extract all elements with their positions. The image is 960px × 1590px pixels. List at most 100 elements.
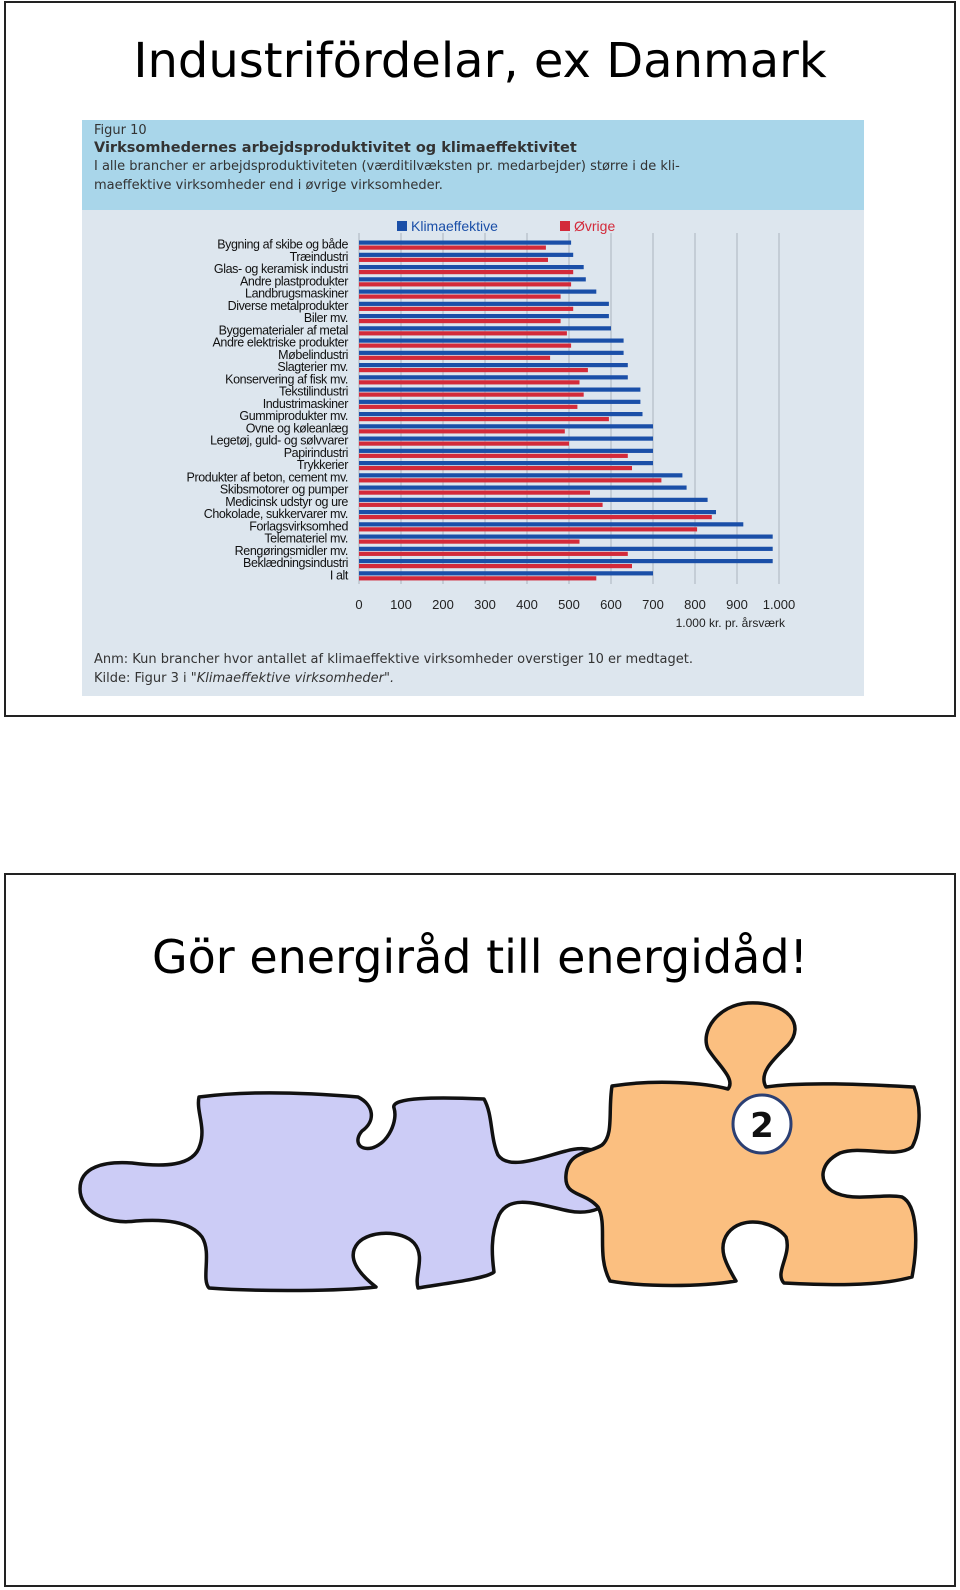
- bar-ovrige: [359, 343, 572, 348]
- category-label: Trykkerier: [297, 458, 348, 472]
- bar-klimaeffektive: [359, 461, 653, 466]
- category-label: Træindustri: [290, 250, 348, 264]
- x-tick-label: 1.000: [763, 597, 796, 612]
- category-label: Produkter af beton, cement mv.: [187, 470, 348, 484]
- bar-klimaeffektive: [359, 350, 624, 355]
- bar-klimaeffektive: [359, 240, 572, 245]
- category-label: Skibsmotorer og pumper: [220, 483, 348, 497]
- bar-ovrige: [359, 306, 574, 311]
- left-puzzle-piece: [78, 1091, 621, 1293]
- bar-ovrige: [359, 245, 546, 250]
- x-tick-label: 200: [432, 597, 454, 612]
- bar-klimaeffektive: [359, 546, 773, 551]
- bar-ovrige: [359, 551, 628, 556]
- figure-subtitle-line-2: maeffektive virksomheder end i øvrige vi…: [94, 178, 443, 193]
- bar-ovrige: [359, 417, 609, 422]
- bar-ovrige: [359, 392, 584, 397]
- category-label: I alt: [330, 568, 349, 582]
- bar-ovrige: [359, 270, 574, 275]
- category-label: Chokolade, sukkervarer mv.: [204, 507, 348, 521]
- puzzle-illustration: 2: [78, 1001, 921, 1293]
- category-label: Biler mv.: [304, 311, 348, 325]
- bar-klimaeffektive: [359, 399, 641, 404]
- bar-klimaeffektive: [359, 497, 708, 502]
- bar-klimaeffektive: [359, 301, 609, 306]
- bar-ovrige: [359, 466, 632, 471]
- number-badge-text: 2: [750, 1106, 774, 1146]
- figure-source-prefix: Kilde: Figur 3 i: [94, 671, 191, 686]
- bar-ovrige: [359, 380, 580, 385]
- category-label: Tekstilindustri: [279, 385, 348, 399]
- x-tick-label: 400: [516, 597, 538, 612]
- bar-ovrige: [359, 515, 712, 520]
- bar-klimaeffektive: [359, 448, 653, 453]
- x-tick-label: 700: [642, 597, 664, 612]
- bar-ovrige: [359, 564, 632, 569]
- chart-figure: Figur 10 Virksomhedernes arbejdsprodukti…: [82, 120, 864, 696]
- bar-klimaeffektive: [359, 436, 653, 441]
- bar-klimaeffektive: [359, 473, 683, 478]
- figure-subtitle-line-1: I alle brancher er arbejdsproduktivitete…: [94, 159, 680, 174]
- figure-label: Figur 10: [94, 123, 147, 138]
- category-label: Papirindustri: [284, 446, 348, 460]
- bar-klimaeffektive: [359, 375, 628, 380]
- bar-klimaeffektive: [359, 387, 641, 392]
- x-tick-label: 800: [684, 597, 706, 612]
- bar-chart: 0 100 200 300 400 500 600 700 800 900 1.000 1.000 k…: [187, 218, 796, 630]
- legend-label-ovrige: Øvrige: [574, 218, 615, 234]
- bar-ovrige: [359, 490, 590, 495]
- category-label: Legetøj, guld- og sølvvarer: [210, 434, 348, 448]
- bar-klimaeffektive: [359, 559, 773, 564]
- category-label: Rengøringsmidler mv.: [235, 544, 348, 558]
- category-label: Byggematerialer af metal: [219, 323, 348, 337]
- x-tick-label: 500: [558, 597, 580, 612]
- bar-ovrige: [359, 257, 548, 262]
- legend-swatch-ovrige: [560, 221, 570, 231]
- bar-klimaeffektive: [359, 485, 687, 490]
- bar-ovrige: [359, 453, 628, 458]
- bar-klimaeffektive: [359, 363, 628, 368]
- bar-klimaeffektive: [359, 265, 584, 270]
- category-label: Andre elektriske produkter: [212, 336, 348, 350]
- category-label: Slagterier mv.: [277, 360, 348, 374]
- bar-klimaeffektive: [359, 510, 716, 515]
- bar-ovrige: [359, 368, 588, 373]
- category-label: Bygning af skibe og både: [217, 238, 348, 252]
- bar-ovrige: [359, 478, 662, 483]
- x-axis-label: 1.000 kr. pr. årsværk: [676, 616, 786, 630]
- bar-ovrige: [359, 294, 561, 299]
- category-label: Gummiprodukter mv.: [239, 409, 348, 423]
- bar-klimaeffektive: [359, 314, 609, 319]
- category-label: Industrimaskiner: [263, 397, 349, 411]
- x-tick-label: 600: [600, 597, 622, 612]
- bar-klimaeffektive: [359, 252, 574, 257]
- category-label: Glas- og keramisk industri: [214, 262, 348, 276]
- slide-1: Industrifördelar, ex Danmark Figur 10 Vi…: [4, 1, 956, 717]
- bar-ovrige: [359, 429, 565, 434]
- category-label: Møbelindustri: [278, 348, 348, 362]
- bar-ovrige: [359, 282, 572, 287]
- x-tick-label: 900: [726, 597, 748, 612]
- category-label: Landbrugsmaskiner: [245, 287, 348, 301]
- slide-1-title: Industrifördelar, ex Danmark: [133, 33, 827, 89]
- x-tick-label: 100: [390, 597, 412, 612]
- category-label: Diverse metalprodukter: [228, 299, 349, 313]
- category-label: Medicinsk udstyr og ure: [225, 495, 348, 509]
- slide-2: Gör energiråd till energidåd! 2: [4, 873, 956, 1587]
- legend-label-klimaeffektive: Klimaeffektive: [411, 218, 498, 234]
- bar-klimaeffektive: [359, 571, 653, 576]
- bar-klimaeffektive: [359, 412, 643, 417]
- bar-klimaeffektive: [359, 338, 624, 343]
- bar-ovrige: [359, 539, 580, 544]
- category-label: Beklædningsindustri: [243, 556, 348, 570]
- figure-header: Figur 10 Virksomhedernes arbejdsprodukti…: [82, 120, 864, 210]
- x-tick-label: 0: [355, 597, 362, 612]
- category-label: Ovne og køleanlæg: [246, 421, 349, 435]
- bar-klimaeffektive: [359, 424, 653, 429]
- bar-klimaeffektive: [359, 522, 744, 527]
- bar-ovrige: [359, 441, 569, 446]
- category-label: Konservering af fisk mv.: [225, 372, 348, 386]
- bar-klimaeffektive: [359, 326, 611, 331]
- category-label: Andre plastprodukter: [240, 274, 348, 288]
- legend-swatch-klimaeffektive: [397, 221, 407, 231]
